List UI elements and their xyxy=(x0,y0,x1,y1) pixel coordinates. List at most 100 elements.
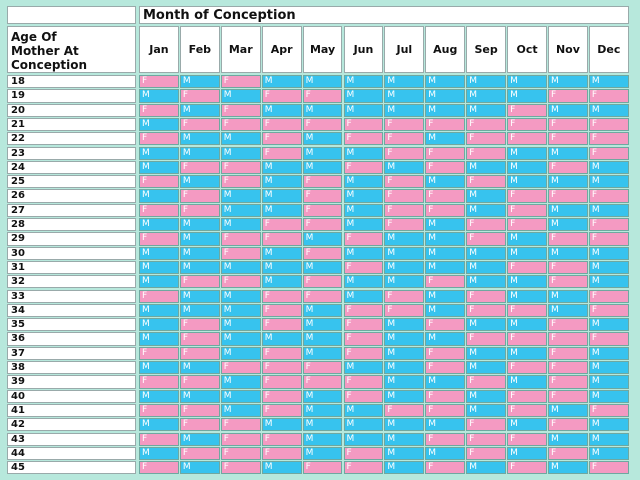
gender-cell: F xyxy=(507,403,547,418)
gender-cell: M xyxy=(466,189,507,203)
gender-cell: M xyxy=(261,189,302,203)
gender-cell: F xyxy=(507,103,547,117)
gender-cell: M xyxy=(343,418,384,432)
gender-cell: M xyxy=(343,146,384,160)
gender-cell: F xyxy=(261,361,302,375)
gender-cell: F xyxy=(507,260,547,275)
age-label-28: 28 xyxy=(7,218,136,232)
gender-cell: M xyxy=(425,232,466,246)
gender-cell: M xyxy=(139,246,179,260)
gender-cell: M xyxy=(466,389,507,403)
gender-cell: F xyxy=(425,432,466,446)
gender-cell: M xyxy=(588,346,629,360)
gender-cell: F xyxy=(220,75,261,89)
gender-cell: F xyxy=(179,375,220,389)
gender-cell: M xyxy=(302,232,343,246)
gender-cell: M xyxy=(588,203,629,217)
gender-cell: M xyxy=(425,446,466,461)
gender-cell: M xyxy=(384,361,425,375)
gender-cell: F xyxy=(507,218,547,232)
gender-cell: F xyxy=(548,189,588,203)
gender-cell: M xyxy=(588,175,629,189)
gender-cell: F xyxy=(343,160,384,175)
gender-cell: M xyxy=(139,117,179,132)
gender-cell: M xyxy=(425,75,466,89)
gender-cell: M xyxy=(261,103,302,117)
gender-cell: M xyxy=(425,218,466,232)
gender-cell: M xyxy=(179,146,220,160)
gender-cell: F xyxy=(466,117,507,132)
gender-cell: F xyxy=(179,189,220,203)
gender-cell: F xyxy=(588,289,629,303)
gender-cell: M xyxy=(507,375,547,389)
gender-cell: F xyxy=(343,332,384,346)
gender-cell: M xyxy=(466,203,507,217)
gender-cell: F xyxy=(384,175,425,189)
gender-cell: F xyxy=(507,117,547,132)
gender-cell: F xyxy=(343,303,384,318)
gender-cell: M xyxy=(179,132,220,146)
gender-cell: M xyxy=(507,418,547,432)
gender-cell: F xyxy=(179,318,220,332)
gender-cell: F xyxy=(302,461,343,475)
gender-cell: M xyxy=(261,203,302,217)
gender-cell: M xyxy=(466,361,507,375)
gender-cell: M xyxy=(261,418,302,432)
gender-cell: F xyxy=(261,389,302,403)
month-header-dec: Dec xyxy=(588,26,629,73)
gender-cell: F xyxy=(139,289,179,303)
gender-cell: M xyxy=(425,375,466,389)
gender-cell: M xyxy=(139,189,179,203)
gender-cell: M xyxy=(302,432,343,446)
gender-cell: F xyxy=(466,332,507,346)
age-label-36: 36 xyxy=(7,332,136,346)
gender-cell: M xyxy=(139,160,179,175)
gender-cell: M xyxy=(302,332,343,346)
gender-cell: F xyxy=(384,146,425,160)
gender-cell: M xyxy=(384,260,425,275)
gender-cell: M xyxy=(548,103,588,117)
gender-cell: M xyxy=(384,89,425,103)
header-corner xyxy=(7,6,136,24)
gender-cell: F xyxy=(179,446,220,461)
month-header-apr: Apr xyxy=(261,26,302,73)
gender-cell: M xyxy=(507,289,547,303)
gender-cell: M xyxy=(425,132,466,146)
gender-cell: F xyxy=(179,203,220,217)
gender-cell: M xyxy=(302,75,343,89)
gender-cell: M xyxy=(507,75,547,89)
gender-cell: M xyxy=(384,318,425,332)
gender-cell: M xyxy=(220,218,261,232)
age-label-27: 27 xyxy=(7,203,136,217)
gender-cell: F xyxy=(302,89,343,103)
gender-cell: F xyxy=(179,346,220,360)
gender-cell: F xyxy=(588,189,629,203)
gender-cell: M xyxy=(507,446,547,461)
gender-cell: M xyxy=(384,461,425,475)
gender-cell: F xyxy=(261,132,302,146)
gender-cell: F xyxy=(548,375,588,389)
age-label-24: 24 xyxy=(7,160,136,175)
gender-cell: M xyxy=(179,175,220,189)
gender-cell: M xyxy=(179,389,220,403)
gender-cell: F xyxy=(507,332,547,346)
gender-cell: F xyxy=(548,389,588,403)
gender-cell: M xyxy=(507,175,547,189)
gender-cell: M xyxy=(384,432,425,446)
gender-cell: F xyxy=(588,332,629,346)
gender-cell: M xyxy=(343,203,384,217)
gender-cell: M xyxy=(588,375,629,389)
gender-cell: F xyxy=(425,203,466,217)
gender-cell: F xyxy=(548,89,588,103)
gender-cell: M xyxy=(425,175,466,189)
gender-cell: M xyxy=(384,389,425,403)
month-header-aug: Aug xyxy=(425,26,466,73)
gender-cell: F xyxy=(384,189,425,203)
gender-cell: F xyxy=(548,361,588,375)
age-label-34: 34 xyxy=(7,303,136,318)
age-label-22: 22 xyxy=(7,132,136,146)
gender-cell: M xyxy=(588,389,629,403)
month-header-jan: Jan xyxy=(139,26,179,73)
gender-cell: F xyxy=(466,175,507,189)
gender-cell: F xyxy=(261,232,302,246)
